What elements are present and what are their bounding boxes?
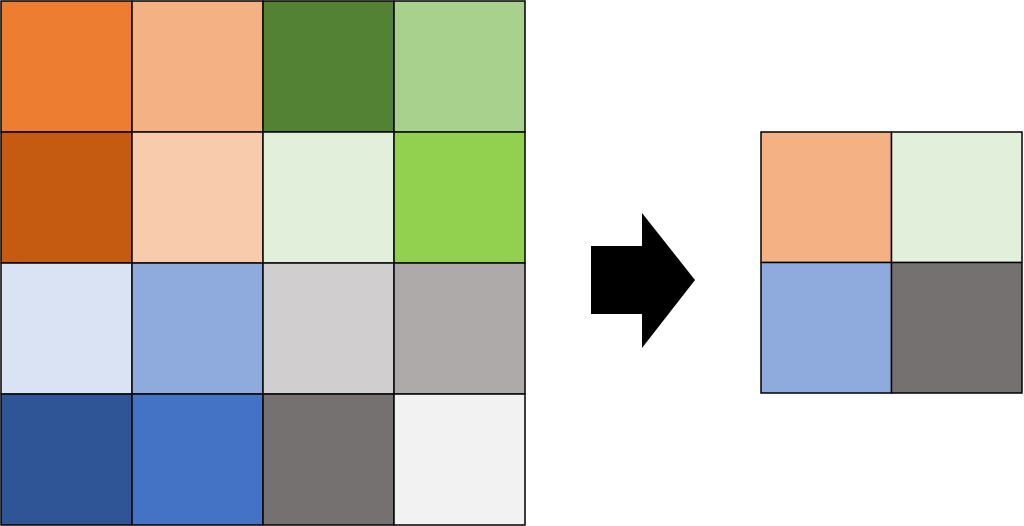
grid-cell xyxy=(262,262,395,395)
arrow xyxy=(591,213,695,348)
grid-cell xyxy=(393,393,526,526)
grid-cell xyxy=(760,261,893,394)
grid-cell xyxy=(393,0,526,133)
grid-cell xyxy=(0,262,133,395)
input-grid xyxy=(0,0,526,526)
grid-cell xyxy=(393,131,526,264)
grid-cell xyxy=(262,393,395,526)
grid-cell xyxy=(0,0,133,133)
grid-cell xyxy=(262,0,395,133)
grid-cell xyxy=(131,262,264,395)
grid-cell xyxy=(131,0,264,133)
grid-cell xyxy=(760,131,893,264)
output-grid xyxy=(760,131,1023,394)
grid-cell xyxy=(131,393,264,526)
grid-cell xyxy=(890,131,1023,264)
grid-cell xyxy=(0,393,133,526)
grid-cell xyxy=(0,131,133,264)
grid-cell xyxy=(393,262,526,395)
grid-cell xyxy=(131,131,264,264)
grid-cell xyxy=(890,261,1023,394)
grid-cell xyxy=(262,131,395,264)
